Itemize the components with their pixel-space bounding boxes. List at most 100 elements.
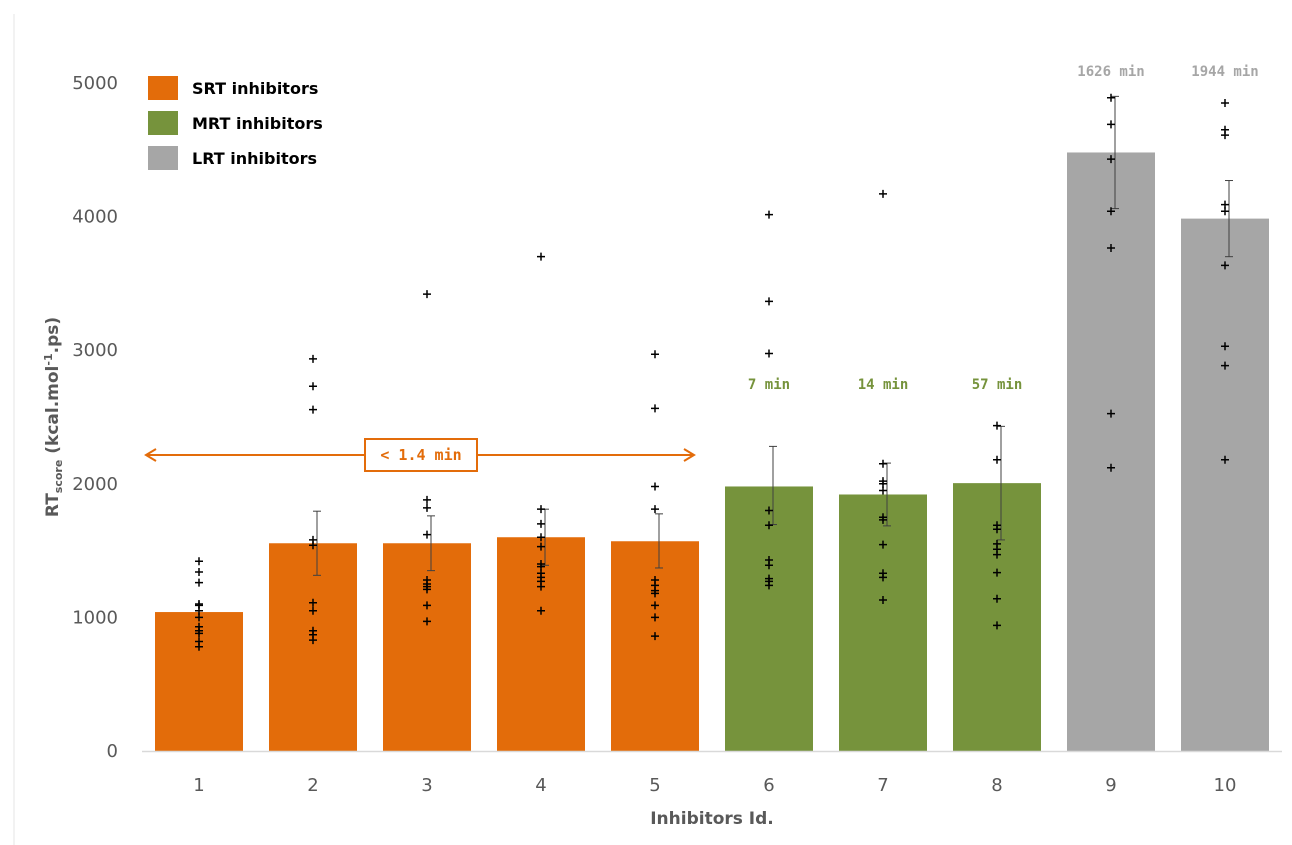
data-point: [765, 506, 773, 515]
data-point: [651, 613, 659, 622]
arrowhead-left-icon: [144, 448, 157, 462]
data-point: [195, 567, 203, 576]
time-annotation: 57 min: [972, 377, 1023, 393]
data-point: [1107, 409, 1115, 418]
data-point: [423, 575, 431, 584]
data-point: [195, 557, 203, 566]
data-point: [879, 459, 887, 468]
data-point: [309, 626, 317, 635]
data-point: [879, 569, 887, 578]
time-annotation: 1944 min: [1191, 64, 1258, 80]
bar[interactable]: [725, 486, 813, 751]
data-point: [765, 555, 773, 564]
y-tick-label: 5000: [72, 73, 118, 94]
data-point: [651, 575, 659, 584]
data-point: [1221, 125, 1229, 134]
data-point: [879, 477, 887, 486]
x-tick-label: 8: [991, 775, 1002, 796]
bar[interactable]: [611, 541, 699, 751]
data-point: [309, 606, 317, 615]
data-point: [537, 559, 545, 568]
data-point: [1107, 93, 1115, 102]
time-annotation: 1626 min: [1077, 64, 1144, 80]
data-point: [993, 621, 1001, 630]
x-tick-label: 10: [1214, 775, 1237, 796]
y-tick-label: 1000: [72, 607, 118, 628]
bar[interactable]: [269, 543, 357, 751]
bar[interactable]: [1181, 218, 1269, 751]
data-point: [1107, 155, 1115, 164]
legend-swatch: [148, 76, 178, 100]
data-point: [993, 455, 1001, 464]
data-point: [651, 632, 659, 641]
data-point: [765, 210, 773, 219]
data-point: [651, 505, 659, 514]
data-point: [537, 252, 545, 261]
data-point: [423, 503, 431, 512]
data-point: [1107, 207, 1115, 216]
range-label-box: [364, 438, 478, 472]
data-point: [651, 404, 659, 413]
data-point: [537, 519, 545, 528]
time-annotation: 14 min: [858, 377, 909, 393]
y-tick-label: 2000: [72, 474, 118, 495]
y-tick-label: 4000: [72, 207, 118, 228]
x-tick-label: 1: [193, 775, 204, 796]
data-point: [423, 617, 431, 626]
data-point: [879, 596, 887, 605]
data-point: [1221, 261, 1229, 270]
data-point: [309, 354, 317, 363]
bar[interactable]: [383, 543, 471, 751]
y-tick-label: 3000: [72, 340, 118, 361]
legend-label: MRT inhibitors: [192, 114, 323, 133]
data-point: [879, 189, 887, 198]
x-tick-label: 3: [421, 775, 432, 796]
data-point: [537, 533, 545, 542]
x-tick-label: 9: [1105, 775, 1116, 796]
data-point: [195, 637, 203, 646]
data-point: [993, 521, 1001, 530]
data-point: [765, 297, 773, 306]
data-point: [651, 482, 659, 491]
data-point: [309, 535, 317, 544]
data-point: [879, 513, 887, 522]
data-point: [195, 578, 203, 587]
x-tick-label: 4: [535, 775, 546, 796]
data-point: [993, 421, 1001, 430]
x-tick-label: 6: [763, 775, 774, 796]
data-point: [993, 568, 1001, 577]
data-point: [1221, 200, 1229, 209]
x-tick-label: 7: [877, 775, 888, 796]
y-tick-label: 0: [107, 741, 118, 762]
data-point: [309, 382, 317, 391]
x-tick-label: 5: [649, 775, 660, 796]
data-point: [765, 349, 773, 358]
data-point: [309, 405, 317, 414]
bar[interactable]: [1067, 152, 1155, 752]
data-point: [651, 601, 659, 610]
data-point: [993, 539, 1001, 548]
y-axis-title: RTscore (kcal.mol-1.ps): [42, 317, 65, 517]
arrowhead-right-icon: [683, 448, 696, 462]
legend-swatch: [148, 146, 178, 170]
legend-label: LRT inhibitors: [192, 149, 317, 168]
time-annotation: 7 min: [748, 377, 790, 393]
range-label: < 1.4 min: [380, 446, 461, 464]
data-point: [423, 601, 431, 610]
bar[interactable]: [839, 494, 927, 751]
legend-label: SRT inhibitors: [192, 79, 318, 98]
data-point: [537, 569, 545, 578]
x-tick-label: 2: [307, 775, 318, 796]
data-point: [879, 540, 887, 549]
x-axis-title: Inhibitors Id.: [650, 809, 774, 829]
data-point: [1221, 207, 1229, 216]
data-point: [309, 598, 317, 607]
data-point: [195, 600, 203, 609]
data-point: [537, 606, 545, 615]
data-point: [651, 350, 659, 359]
data-point: [765, 521, 773, 530]
data-point: [537, 505, 545, 514]
data-point: [195, 613, 203, 622]
